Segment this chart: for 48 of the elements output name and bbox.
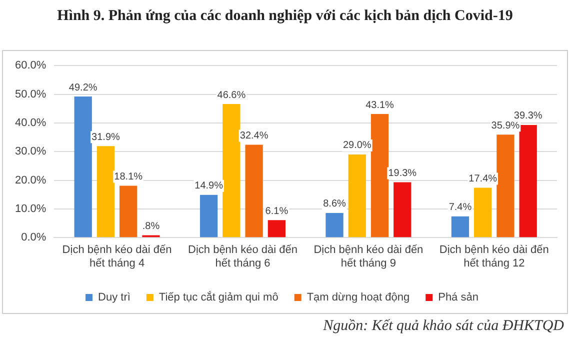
bar <box>96 146 115 238</box>
bar <box>394 182 412 238</box>
bar <box>348 154 366 238</box>
chart-title: Hình 9. Phản ứng của các doanh nghiệp với các kịch bản dịch Covid-19 <box>56 8 514 25</box>
bar <box>120 186 138 238</box>
legend-label: Phá sản <box>438 292 478 304</box>
legend-label: Duy trì <box>98 292 130 304</box>
legend-label: Tiếp tục cắt giảm qui mô <box>158 290 278 304</box>
bar <box>326 212 344 238</box>
data-label: 6.1% <box>265 206 288 217</box>
y-tick-label: 50.0% <box>14 88 46 100</box>
data-label: 29.0% <box>342 140 372 152</box>
legend-label: Tạm dừng hoạt động <box>306 292 410 304</box>
data-label: 17.4% <box>468 173 498 184</box>
data-label: 46.6% <box>217 90 246 101</box>
data-label: 14.9% <box>194 180 224 192</box>
y-tick-label: 30.0% <box>14 146 46 158</box>
x-tick-label: Dịch bệnh kéo dài đến hết tháng 9 <box>314 244 424 270</box>
bar <box>245 144 263 238</box>
x-tick-label: Dịch bệnh kéo dài đến hết tháng 6 <box>188 244 298 270</box>
y-tick-label: 0.0% <box>21 232 46 244</box>
data-label: 32.4% <box>240 130 268 142</box>
data-label: 8.6% <box>323 198 346 210</box>
data-label: 35.9% <box>491 120 520 132</box>
bar <box>519 124 537 238</box>
bar <box>222 104 240 238</box>
data-label: 39.3% <box>514 110 542 122</box>
data-label: 31.9% <box>92 132 120 143</box>
data-label: 49.2% <box>68 82 98 94</box>
bar <box>74 96 92 238</box>
text: Nguồn: Kết quả khảo sát của ĐHKTQD <box>323 318 564 335</box>
x-tick-label: Dịch bệnh kéo dài đến hết tháng 4 <box>62 244 172 270</box>
bar <box>370 114 389 238</box>
y-tick-label: 20.0% <box>14 174 46 186</box>
x-tick-label: Dịch bệnh kéo dài đến hết tháng 12 <box>439 244 549 270</box>
bar <box>200 194 218 238</box>
bar <box>451 216 470 238</box>
bar <box>496 134 514 238</box>
bar <box>268 220 286 238</box>
data-label: 18.1% <box>114 171 143 182</box>
y-tick-label: 40.0% <box>14 116 46 129</box>
data-label: .8% <box>142 221 160 232</box>
bar <box>474 188 492 238</box>
data-label: 43.1% <box>366 100 394 111</box>
data-label: 7.4% <box>448 202 472 214</box>
y-tick-label: 10.0% <box>14 202 46 215</box>
data-label: 19.3% <box>388 168 417 180</box>
y-tick-label: 60.0% <box>14 60 46 72</box>
